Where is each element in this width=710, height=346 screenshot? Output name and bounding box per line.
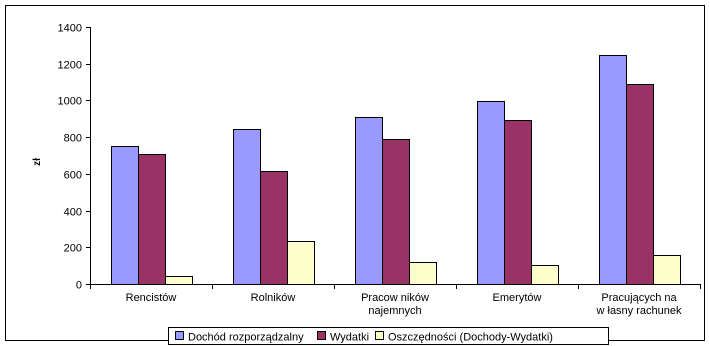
y-tick-label: 400: [64, 207, 82, 219]
y-tick-label: 1400: [58, 23, 82, 35]
bar: [599, 55, 627, 285]
y-tick-label: 600: [64, 170, 82, 182]
x-category-label: Pracow ników najemnych: [361, 292, 429, 317]
legend-label: Oszczędności (Dochody-Wydatki): [388, 332, 553, 344]
bar: [504, 120, 532, 285]
bar: [531, 265, 559, 285]
y-tick-label: 1200: [58, 60, 82, 72]
x-category-label: Rencistów: [126, 292, 177, 304]
y-axis-title: zł: [32, 158, 43, 166]
bars: [111, 55, 681, 285]
legend-swatch: [375, 331, 384, 340]
y-axis: 0 200 400 600 800 1000 1200 1400: [58, 23, 91, 292]
x-category-label: Emerytów: [493, 292, 542, 304]
legend-label: Dochód rozporządzalny: [188, 332, 304, 344]
bar: [111, 146, 139, 285]
bar: [165, 276, 193, 285]
legend-box: [168, 327, 609, 345]
x-category-label: Pracujących na w łasny rachunek: [596, 292, 682, 317]
bar: [233, 129, 261, 285]
legend-swatch: [317, 331, 326, 340]
legend-label: Wydatki: [330, 332, 369, 344]
x-axis: Rencistów Rolników Pracow ników najemnych Em…: [90, 284, 701, 317]
y-tick-label: 0: [76, 280, 82, 292]
bar: [409, 262, 437, 285]
bar: [626, 84, 654, 285]
bar: [260, 171, 288, 285]
bar: [287, 241, 315, 285]
bar: [477, 101, 505, 285]
bar: [355, 117, 383, 285]
y-tick-label: 200: [64, 243, 82, 255]
legend: Dochód rozporządzalny Wydatki Oszczędności…: [168, 327, 609, 345]
bar: [382, 139, 410, 285]
bar: [653, 255, 681, 285]
x-category-label: Rolników: [251, 292, 296, 304]
bar: [138, 154, 166, 285]
y-tick-label: 1000: [58, 96, 82, 108]
legend-swatch: [175, 331, 184, 340]
y-tick-label: 800: [64, 133, 82, 145]
